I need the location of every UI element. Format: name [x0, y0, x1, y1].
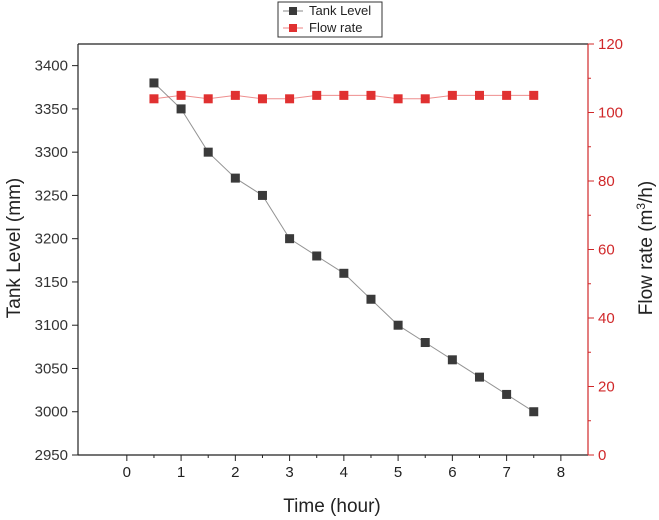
y-left-tick-label: 3350 — [35, 101, 68, 118]
data-point-flow-rate — [420, 94, 430, 104]
series-flow-rate — [149, 90, 539, 104]
data-point-flow-rate — [529, 90, 539, 100]
data-point-tank-level — [285, 234, 295, 244]
data-point-flow-rate — [285, 94, 295, 104]
x-tick-label: 1 — [177, 464, 185, 481]
y-left-tick-label: 3000 — [35, 404, 68, 421]
y-right-tick-label: 0 — [598, 447, 606, 464]
data-point-tank-level — [474, 372, 484, 382]
y-axis-right-title-sup: 3 — [634, 203, 648, 210]
data-point-flow-rate — [230, 90, 240, 100]
y-right-tick-label: 80 — [598, 173, 615, 190]
data-point-flow-rate — [339, 90, 349, 100]
x-tick-label: 7 — [502, 464, 510, 481]
y-right-tick-label: 100 — [598, 105, 623, 122]
y-left-tick-label: 2950 — [35, 447, 68, 464]
x-tick-label: 4 — [340, 464, 348, 481]
data-point-tank-level — [230, 173, 240, 183]
series-line-tank-level — [153, 82, 534, 413]
y-left-tick-label: 3050 — [35, 360, 68, 377]
series-tank-level — [149, 78, 539, 417]
x-tick-label: 6 — [448, 464, 456, 481]
data-point-flow-rate — [312, 90, 322, 100]
legend-item-flow-rate: Flow rate — [283, 20, 362, 35]
x-tick-label: 2 — [231, 464, 239, 481]
legend-label-tank-level: Tank Level — [309, 3, 371, 18]
y-right-tick-label: 20 — [598, 379, 615, 396]
data-point-flow-rate — [447, 90, 457, 100]
series-layer — [149, 78, 539, 417]
data-point-tank-level — [176, 104, 186, 114]
x-tick-label: 3 — [285, 464, 293, 481]
data-point-flow-rate — [203, 94, 213, 104]
data-point-tank-level — [447, 355, 457, 365]
y-axis-right-title-main: Flow rate (m — [636, 210, 657, 316]
data-point-tank-level — [339, 268, 349, 278]
data-point-flow-rate — [257, 94, 267, 104]
data-point-tank-level — [502, 389, 512, 399]
y-axis-left-title: Tank Level (mm) — [4, 178, 25, 318]
data-point-tank-level — [312, 251, 322, 261]
x-tick-label: 5 — [394, 464, 402, 481]
y-left-tick-label: 3400 — [35, 58, 68, 75]
data-point-tank-level — [366, 294, 376, 304]
data-point-tank-level — [420, 338, 430, 348]
legend-label-flow-rate: Flow rate — [309, 20, 362, 35]
data-point-flow-rate — [474, 90, 484, 100]
x-axis: 0 1 2 3 4 5 6 7 8 — [123, 455, 565, 481]
x-tick-label: 8 — [557, 464, 565, 481]
data-point-tank-level — [393, 320, 403, 330]
y-right-tick-label: 60 — [598, 242, 615, 259]
x-tick-label: 0 — [123, 464, 131, 481]
legend: Tank Level Flow rate — [277, 1, 383, 38]
legend-marker-flow-rate — [289, 24, 297, 32]
y-left-tick-label: 3100 — [35, 317, 68, 334]
data-point-flow-rate — [149, 94, 159, 104]
data-point-flow-rate — [393, 94, 403, 104]
data-point-flow-rate — [176, 90, 186, 100]
y-axis-left: 2950 3000 3050 3100 3150 3200 3250 3300 3350 3400 — [35, 58, 78, 464]
y-axis-right-title: Flow rate (m3/h) — [634, 181, 657, 315]
y-right-tick-label: 40 — [598, 310, 615, 327]
data-point-tank-level — [529, 407, 539, 417]
y-left-tick-label: 3250 — [35, 187, 68, 204]
x-axis-title: Time (hour) — [283, 496, 380, 517]
legend-item-tank-level: Tank Level — [283, 3, 371, 18]
legend-marker-tank-level — [289, 7, 297, 15]
y-axis-right-title-tail: /h) — [636, 181, 657, 203]
data-point-flow-rate — [502, 90, 512, 100]
y-left-tick-label: 3300 — [35, 144, 68, 161]
y-left-tick-label: 3200 — [35, 231, 68, 248]
data-point-tank-level — [149, 78, 159, 88]
y-axis-right: 0 20 40 60 80 100 120 — [588, 36, 623, 464]
data-point-tank-level — [257, 190, 267, 200]
data-point-tank-level — [203, 147, 213, 157]
y-left-tick-label: 3150 — [35, 274, 68, 291]
plot-frame — [77, 43, 589, 456]
y-right-tick-label: 120 — [598, 36, 623, 53]
data-point-flow-rate — [366, 90, 376, 100]
